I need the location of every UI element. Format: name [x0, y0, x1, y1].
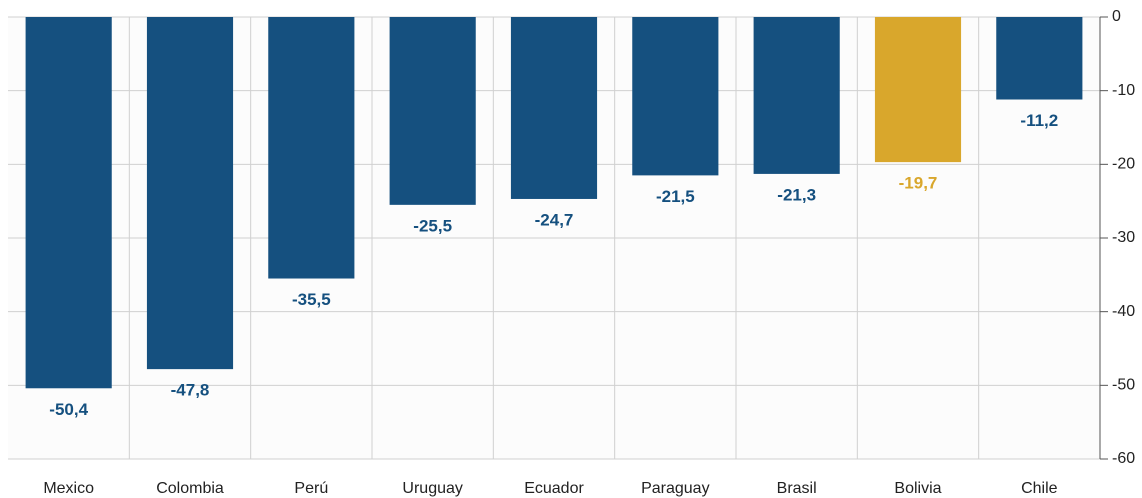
- bar: [25, 17, 112, 389]
- x-tick-label: Ecuador: [524, 480, 584, 497]
- value-label: -11,2: [1020, 111, 1058, 130]
- x-tick-label: Colombia: [156, 480, 224, 497]
- x-tick-label: Paraguay: [641, 480, 710, 497]
- bar: [632, 17, 719, 176]
- value-label: -35,5: [292, 290, 331, 309]
- x-tick-label: Chile: [1021, 480, 1058, 497]
- bar: [268, 17, 355, 279]
- x-tick-label: Mexico: [43, 480, 94, 497]
- y-tick-label: -30: [1112, 229, 1135, 246]
- y-tick-label: -10: [1112, 82, 1135, 99]
- y-tick-label: -60: [1112, 450, 1135, 467]
- value-label: -25,5: [413, 216, 452, 235]
- y-tick-label: -20: [1112, 156, 1135, 173]
- value-label: -21,3: [777, 185, 816, 204]
- bar: [389, 17, 476, 205]
- y-tick-label: 0: [1112, 8, 1121, 25]
- bar: [996, 17, 1083, 100]
- bar: [146, 17, 234, 370]
- x-tick-label: Perú: [294, 480, 328, 497]
- x-tick-label: Brasil: [777, 480, 817, 497]
- x-tick-label: Uruguay: [402, 480, 462, 497]
- y-tick-label: -50: [1112, 377, 1135, 394]
- y-tick-label: -40: [1112, 303, 1135, 320]
- value-label: -19,7: [899, 174, 938, 193]
- value-label: -47,8: [171, 381, 210, 400]
- value-label: -21,5: [656, 187, 695, 206]
- bar: [874, 17, 962, 163]
- value-label: -50,4: [49, 400, 88, 419]
- value-label: -24,7: [535, 210, 574, 229]
- bar: [753, 17, 840, 174]
- bar: [510, 17, 598, 199]
- x-tick-label: Bolivia: [894, 480, 941, 497]
